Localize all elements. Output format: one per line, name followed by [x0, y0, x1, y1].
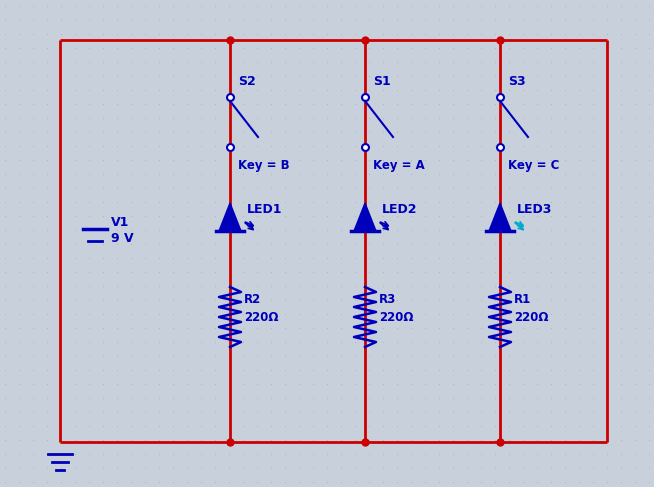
Text: S2: S2	[238, 75, 256, 88]
Text: S1: S1	[373, 75, 390, 88]
Text: V1: V1	[111, 217, 129, 229]
Text: R1: R1	[514, 293, 531, 306]
Text: LED2: LED2	[382, 203, 417, 216]
Text: Key = B: Key = B	[238, 159, 290, 172]
Text: S3: S3	[508, 75, 526, 88]
Text: 220Ω: 220Ω	[514, 311, 549, 324]
Polygon shape	[489, 203, 511, 231]
Text: R3: R3	[379, 293, 396, 306]
Text: R2: R2	[244, 293, 261, 306]
Text: LED1: LED1	[247, 203, 283, 216]
Text: Key = A: Key = A	[373, 159, 424, 172]
Text: LED3: LED3	[517, 203, 553, 216]
Polygon shape	[219, 203, 241, 231]
Text: Key = C: Key = C	[508, 159, 559, 172]
Text: 220Ω: 220Ω	[244, 311, 279, 324]
Text: 9 V: 9 V	[111, 232, 133, 245]
Text: 220Ω: 220Ω	[379, 311, 413, 324]
Polygon shape	[354, 203, 376, 231]
